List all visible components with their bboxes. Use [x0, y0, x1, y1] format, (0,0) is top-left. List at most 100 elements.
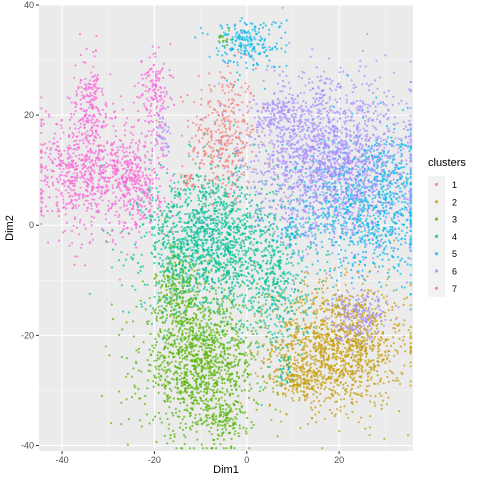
data-point — [181, 325, 183, 327]
data-point — [228, 120, 230, 122]
data-point — [218, 334, 220, 336]
data-point — [221, 366, 223, 368]
data-point — [376, 360, 378, 362]
data-point — [275, 193, 277, 195]
data-point — [188, 288, 190, 290]
data-point — [311, 375, 313, 377]
data-point — [223, 431, 225, 433]
data-point — [190, 274, 192, 276]
data-point — [238, 408, 240, 410]
data-point — [223, 413, 225, 415]
data-point — [329, 309, 331, 311]
data-point — [181, 377, 183, 379]
data-point — [340, 398, 342, 400]
data-point — [271, 350, 273, 352]
data-point — [262, 376, 264, 378]
data-point — [221, 119, 223, 121]
data-point — [384, 362, 386, 364]
data-point — [381, 408, 383, 410]
data-point — [380, 340, 382, 342]
data-point — [297, 375, 299, 377]
data-point — [144, 302, 146, 304]
data-point — [366, 339, 368, 341]
data-point — [154, 416, 156, 418]
data-point — [216, 237, 218, 239]
data-point — [164, 321, 166, 323]
data-point — [264, 387, 266, 389]
data-point — [321, 384, 323, 386]
data-point — [195, 317, 197, 319]
data-point — [214, 123, 216, 125]
data-point — [257, 263, 259, 265]
data-point — [167, 400, 169, 402]
data-point — [225, 213, 227, 215]
data-point — [334, 364, 336, 366]
data-point — [168, 336, 170, 338]
data-point — [234, 339, 236, 341]
data-point — [212, 407, 214, 409]
data-point — [158, 376, 160, 378]
data-point — [337, 369, 339, 371]
data-point — [339, 357, 341, 359]
data-point — [189, 247, 191, 249]
data-point — [224, 335, 226, 337]
data-point — [206, 339, 208, 341]
data-point — [387, 350, 389, 352]
data-point — [317, 380, 319, 382]
data-point — [318, 411, 320, 413]
data-point — [249, 243, 251, 245]
data-point — [390, 319, 392, 321]
data-point — [170, 344, 172, 346]
data-point — [238, 377, 240, 379]
data-point — [404, 343, 406, 345]
data-point — [221, 131, 223, 133]
data-point — [208, 127, 210, 129]
data-point — [222, 223, 224, 225]
data-point — [210, 311, 212, 313]
data-point — [202, 447, 204, 449]
data-point — [312, 356, 314, 358]
data-point — [239, 221, 241, 223]
data-point — [369, 311, 371, 313]
data-point — [232, 181, 234, 183]
data-point — [173, 290, 175, 292]
data-point — [174, 191, 176, 193]
data-point — [172, 414, 174, 416]
data-point — [229, 393, 231, 395]
data-point — [234, 241, 236, 243]
data-point — [216, 338, 218, 340]
data-point — [153, 256, 155, 258]
data-point — [206, 223, 208, 225]
data-point — [232, 258, 234, 260]
data-point — [200, 89, 202, 91]
data-point — [209, 106, 211, 108]
data-point — [166, 314, 168, 316]
data-point — [212, 237, 214, 239]
data-point — [171, 303, 173, 305]
data-point — [237, 432, 239, 434]
data-point — [175, 320, 177, 322]
data-point — [336, 400, 338, 402]
data-point — [189, 447, 191, 449]
data-point — [209, 309, 211, 311]
data-point — [223, 352, 225, 354]
data-point — [227, 348, 229, 350]
data-point — [186, 359, 188, 361]
data-point — [342, 384, 344, 386]
data-point — [163, 359, 165, 361]
data-point — [111, 303, 113, 305]
data-point — [248, 447, 250, 449]
data-point — [299, 377, 301, 379]
data-point — [181, 385, 183, 387]
data-point — [118, 334, 120, 336]
data-point — [234, 183, 236, 185]
data-point — [202, 374, 204, 376]
data-point — [397, 352, 399, 354]
data-point — [357, 339, 359, 341]
data-point — [200, 162, 202, 164]
data-point — [175, 360, 177, 362]
data-point — [163, 210, 165, 212]
data-point — [241, 405, 243, 407]
data-point — [333, 356, 335, 358]
data-point — [221, 219, 223, 221]
